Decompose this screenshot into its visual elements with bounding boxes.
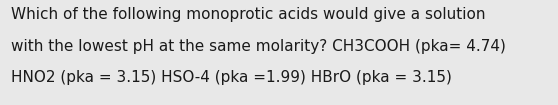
- Text: with the lowest pH at the same molarity? CH3COOH (pka= 4.74): with the lowest pH at the same molarity?…: [11, 39, 506, 54]
- Text: HNO2 (pka = 3.15) HSO-4 (pka =1.99) HBrO (pka = 3.15): HNO2 (pka = 3.15) HSO-4 (pka =1.99) HBrO…: [11, 70, 452, 85]
- Text: Which of the following monoprotic acids would give a solution: Which of the following monoprotic acids …: [11, 7, 485, 22]
